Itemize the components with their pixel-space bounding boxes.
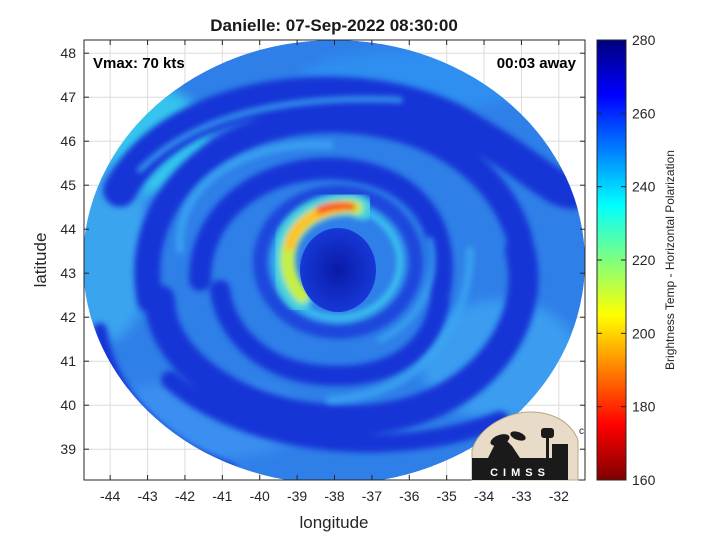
storm-eye (300, 228, 376, 312)
y-axis-label: latitude (31, 233, 50, 288)
x-tick-label: -32 (549, 488, 569, 504)
x-tick-label: -37 (362, 488, 382, 504)
x-tick-label: -41 (212, 488, 232, 504)
x-tick-label: -33 (511, 488, 531, 504)
cimss-logo-text: CIMSS (490, 467, 550, 479)
cimss-logo: CIMSS (471, 411, 579, 481)
chart-title: Danielle: 07-Sep-2022 08:30:00 (210, 16, 458, 35)
x-tick-label: -42 (175, 488, 195, 504)
colorbar-ticks: 160 180 200 220 240 260 280 (597, 32, 656, 488)
x-tick-label: -36 (399, 488, 419, 504)
x-tick-label: -34 (474, 488, 494, 504)
y-tick-label: 47 (60, 89, 76, 105)
colorbar-tick-label: 220 (632, 252, 656, 268)
x-tick-label: -38 (324, 488, 344, 504)
x-tick-label: -35 (437, 488, 457, 504)
colorbar-tick-label: 200 (632, 325, 656, 341)
vmax-annotation: Vmax: 70 kts (93, 55, 185, 72)
colorbar-tick-label: 180 (632, 399, 656, 415)
y-tick-label: 43 (60, 265, 76, 281)
x-tick-label: -43 (137, 488, 157, 504)
logo-mark: c (579, 426, 584, 437)
x-tick-label: -44 (100, 488, 120, 504)
x-axis-label: longitude (299, 513, 368, 532)
x-tick-label: -39 (287, 488, 307, 504)
colorbar-tick-label: 260 (632, 105, 656, 121)
colorbar-tick-label: 240 (632, 179, 656, 195)
y-tick-label: 45 (60, 177, 76, 193)
y-tick-label: 39 (60, 441, 76, 457)
y-tick-label: 40 (60, 397, 76, 413)
y-tick-label: 48 (60, 45, 76, 61)
y-tick-label: 44 (60, 221, 76, 237)
y-tick-label: 46 (60, 133, 76, 149)
colorbar-tick-label: 280 (632, 32, 656, 48)
colorbar-tick-label: 160 (632, 472, 656, 488)
y-axis-ticks: 39 40 41 42 43 44 45 46 47 48 (60, 45, 585, 457)
colorbar-label: Brightness Temp - Horizontal Polarizatio… (663, 150, 677, 370)
x-axis-ticks: -44 -43 -42 -41 -40 -39 -38 -37 -36 -35 -34 -33 -32 (100, 40, 569, 504)
y-tick-label: 42 (60, 309, 76, 325)
y-tick-label: 41 (60, 353, 76, 369)
x-tick-label: -40 (250, 488, 270, 504)
time-offset-annotation: 00:03 away (497, 55, 577, 72)
